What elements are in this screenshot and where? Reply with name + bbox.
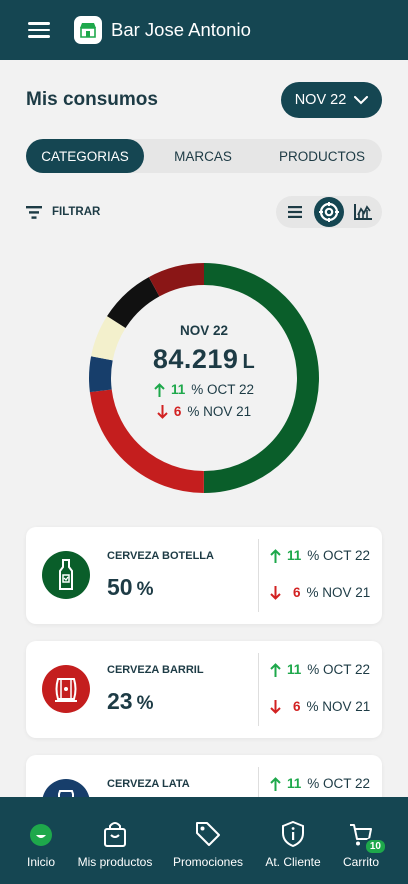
summary-up-comparison: 11 % OCT 22 [154,382,254,397]
summary-up-label: % OCT 22 [191,382,255,397]
summary-month: NOV 22 [179,323,229,338]
filter-icon [26,205,42,219]
card-up-comparison: 11 % OCT 22 [270,776,370,791]
nav-label: Inicio [26,855,55,869]
arrow-up-icon [270,548,281,563]
consumption-donut-chart: NOV 22 84.219 L 11 % OCT 22 6 % NOV 21 [88,262,320,494]
card-up-comparison: 11 % OCT 22 [270,662,370,677]
card-up-label: % OCT 22 [307,548,371,563]
tab-categorias[interactable]: CATEGORIAS [26,139,144,173]
arrow-down-icon [270,699,281,714]
segment-tabs: CATEGORIAS MARCAS PRODUCTOS [26,139,382,173]
period-select[interactable]: NOV 22 [281,82,382,118]
store-icon [74,16,102,44]
list-view-button[interactable] [280,197,310,227]
card-percent-symbol: % [136,579,154,600]
summary-total: 84.219 L [153,344,255,375]
home-icon [29,813,53,847]
card-percent: 23% [107,688,154,715]
page-title: Mis consumos [26,89,158,110]
donut-svg [89,263,319,493]
nav-label: Carrito [342,855,379,869]
card-down-value: 6 [293,585,301,600]
nav-item-promociones[interactable]: Promociones [172,797,244,869]
card-percent: 50% [107,574,154,601]
summary-down-label: % NOV 21 [187,404,252,419]
list-view-icon [288,206,302,218]
card-up-value: 11 [287,776,302,791]
card-up-value: 11 [287,662,302,677]
donut-view-button[interactable] [314,197,344,227]
bottom-navigation: Inicio Mis productos Promociones At. Cli… [0,797,408,884]
card-percent-value: 23 [107,688,133,714]
hamburger-menu-icon[interactable] [28,22,50,38]
nav-item-at-cliente[interactable]: At. Cliente [264,797,322,869]
card-up-value: 11 [287,548,302,563]
beer-keg-icon [42,665,90,713]
donut-center-summary: NOV 22 84.219 L 11 % OCT 22 6 % NOV 21 [88,262,320,494]
shopping-bag-icon [104,813,126,847]
chart-view-button[interactable] [348,197,378,227]
card-category-name: CERVEZA LATA [107,778,190,790]
donut-slice-segmento-azul [89,263,319,493]
donut-slice-segmento-granate [89,263,319,493]
card-category-name: CERVEZA BARRIL [107,664,204,676]
nav-item-carrito[interactable]: 10 Carrito [340,797,387,869]
summary-unit: L [242,351,256,373]
chevron-down-icon [354,95,369,104]
nav-item-mis-productos[interactable]: Mis productos [75,797,155,869]
arrow-down-icon [270,585,281,600]
card-up-comparison: 11 % OCT 22 [270,548,370,563]
app-title: Bar Jose Antonio [111,19,251,40]
tab-productos[interactable]: PRODUCTOS [278,148,365,164]
card-down-value: 6 [293,699,301,714]
arrow-up-icon [270,776,281,791]
card-category-name: CERVEZA BOTELLA [107,550,214,562]
summary-up-value: 11 [170,382,186,397]
arrow-down-icon [157,404,168,419]
view-mode-toggle [276,196,382,228]
nav-label: Mis productos [77,855,153,869]
card-down-label: % NOV 21 [306,699,371,714]
filter-label: FILTRAR [52,206,101,218]
donut-view-icon [319,202,339,222]
tab-marcas[interactable]: MARCAS [174,148,232,164]
category-card-cerveza-barril[interactable]: CERVEZA BARRIL 23% 11 % OCT 22 6 % NOV 2… [26,641,382,738]
filter-button[interactable]: FILTRAR [26,205,101,219]
page-header: Mis consumos NOV 22 [26,82,382,118]
nav-label: At. Cliente [265,855,321,869]
card-down-comparison: 6 % NOV 21 [270,585,370,600]
summary-total-value: 84.219 [152,344,239,374]
nav-label: Promociones [172,855,244,869]
nav-item-inicio[interactable]: Inicio [24,797,58,869]
tag-icon [195,813,221,847]
shield-info-icon [282,813,304,847]
card-up-label: % OCT 22 [307,662,371,677]
card-down-comparison: 6 % NOV 21 [270,699,370,714]
beer-bottle-icon [42,551,90,599]
cart-icon: 10 [349,813,387,855]
card-divider [258,653,259,726]
card-down-label: % NOV 21 [306,585,371,600]
card-divider [258,539,259,612]
summary-down-value: 6 [173,404,182,419]
card-percent-value: 50 [107,574,133,600]
filter-row: FILTRAR [26,196,382,228]
chart-view-icon [354,204,372,220]
arrow-up-icon [270,662,281,677]
top-app-bar: Bar Jose Antonio [0,0,408,60]
card-percent-symbol: % [136,693,154,714]
arrow-up-icon [154,382,165,397]
summary-down-comparison: 6 % NOV 21 [157,404,251,419]
period-select-value: NOV 22 [294,92,347,108]
cart-badge: 10 [363,838,387,855]
category-card-cerveza-botella[interactable]: CERVEZA BOTELLA 50% 11 % OCT 22 6 % NOV … [26,527,382,624]
card-up-label: % OCT 22 [307,776,371,791]
